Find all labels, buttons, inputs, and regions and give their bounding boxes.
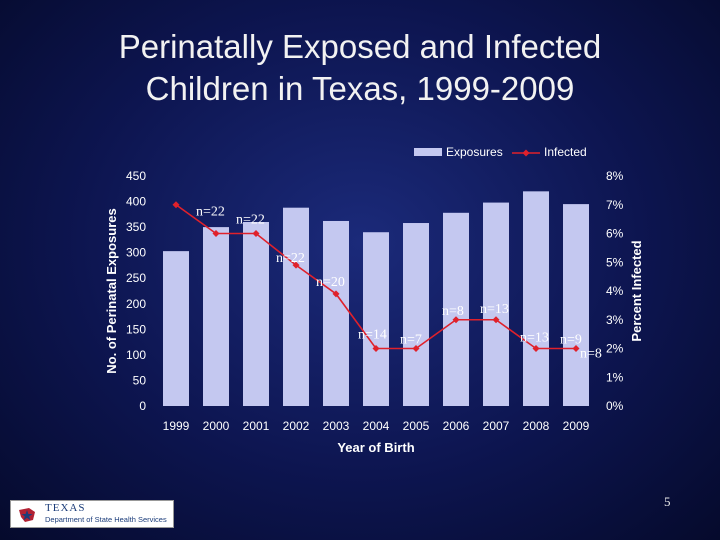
x-tick-label: 2001 <box>243 419 270 433</box>
slide-title: Perinatally Exposed and Infected Childre… <box>40 26 680 110</box>
bar-exposures-2000 <box>203 227 229 406</box>
point-infected-2002 <box>292 261 300 269</box>
bar-exposures-2005 <box>403 223 429 406</box>
y-tick-label: 50 <box>133 373 147 387</box>
y2-tick-label: 0% <box>606 399 624 413</box>
point-infected-2005 <box>412 345 420 352</box>
x-axis-title: Year of Birth <box>337 440 414 455</box>
annotation-label: n=22 <box>276 251 305 266</box>
page-number: 5 <box>664 494 671 509</box>
y2-tick-label: 1% <box>606 370 624 384</box>
texas-dshs-logo: TEXAS Department of State Health Service… <box>10 500 174 528</box>
annotation-label: n=8 <box>442 304 464 319</box>
x-tick-label: 2002 <box>283 419 310 433</box>
x-tick-label: 2006 <box>443 419 470 433</box>
title-line-1: Perinatally Exposed and Infected <box>118 28 602 65</box>
y2-tick-label: 3% <box>606 313 624 327</box>
x-tick-label: 2000 <box>203 419 230 433</box>
y2-tick-label: 4% <box>606 284 624 298</box>
bar-exposures-2007 <box>483 202 509 406</box>
logo-texas-label: TEXAS <box>45 502 86 514</box>
annotation-label: n=22 <box>236 213 265 228</box>
y-tick-label: 0 <box>139 399 146 413</box>
x-tick-label: 2005 <box>403 419 430 433</box>
y2-tick-label: 8% <box>606 169 624 183</box>
annotation-label: n=22 <box>196 205 225 220</box>
y-axis-title: No. of Perinatal Exposures <box>104 208 119 373</box>
point-infected-2008 <box>532 345 540 352</box>
legend-label-exposures: Exposures <box>446 145 503 159</box>
y-tick-label: 150 <box>126 322 146 336</box>
point-infected-2000 <box>212 230 220 237</box>
bar-exposures-2008 <box>523 191 549 406</box>
y2-tick-label: 7% <box>606 198 624 212</box>
y-tick-label: 100 <box>126 348 146 362</box>
y2-axis-title: Percent Infected <box>629 240 644 341</box>
x-tick-label: 2007 <box>483 419 510 433</box>
bar-exposures-1999 <box>163 251 189 406</box>
legend-swatch-exposures <box>414 148 442 156</box>
x-tick-label: 2003 <box>323 419 350 433</box>
point-infected-2003 <box>332 290 340 298</box>
x-tick-label: 2004 <box>363 419 390 433</box>
point-infected-2009 <box>572 345 580 352</box>
point-infected-2001 <box>252 230 260 237</box>
point-infected-2004 <box>372 345 380 352</box>
bar-exposures-2002 <box>283 207 309 406</box>
annotation-label: n=13 <box>520 331 549 346</box>
y2-tick-label: 6% <box>606 227 624 241</box>
y-tick-label: 250 <box>126 271 146 285</box>
y2-tick-label: 2% <box>606 342 624 356</box>
annotation-label: n=8 <box>580 347 602 362</box>
annotation-label: n=7 <box>400 333 422 348</box>
y-tick-label: 350 <box>126 220 146 234</box>
bar-exposures-2006 <box>443 212 469 406</box>
logo-department-label: Department of State Health Services <box>45 515 167 524</box>
y-tick-label: 200 <box>126 297 146 311</box>
texas-star-icon <box>15 504 41 524</box>
y2-tick-label: 5% <box>606 255 624 269</box>
point-infected-2007 <box>492 316 500 324</box>
bar-exposures-2004 <box>363 232 389 406</box>
annotation-label: n=20 <box>316 275 345 290</box>
annotation-label: n=14 <box>358 328 387 343</box>
legend-label-infected: Infected <box>544 145 587 159</box>
point-infected-2006 <box>452 316 460 324</box>
y-tick-label: 400 <box>126 195 146 209</box>
title-line-2: Children in Texas, 1999-2009 <box>145 70 575 107</box>
y-tick-label: 450 <box>126 169 146 183</box>
annotation-label: n=9 <box>560 333 582 348</box>
bar-exposures-2001 <box>243 222 269 406</box>
x-tick-label: 2008 <box>523 419 550 433</box>
x-tick-label: 2009 <box>563 419 590 433</box>
point-infected-1999 <box>172 201 180 209</box>
legend-marker-infected <box>522 149 530 157</box>
annotation-label: n=13 <box>480 302 509 317</box>
bar-exposures-2009 <box>563 204 589 406</box>
bar-exposures-2003 <box>323 220 349 406</box>
y-tick-label: 300 <box>126 246 146 260</box>
x-tick-label: 1999 <box>163 419 190 433</box>
